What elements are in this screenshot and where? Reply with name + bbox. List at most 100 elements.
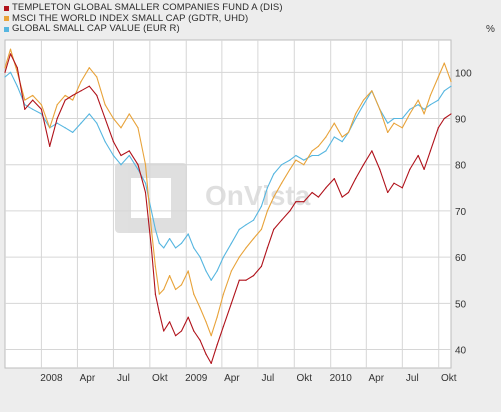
series-0-point-13 [104,117,106,120]
series-0-point-11 [88,85,90,87]
series-2-point-54 [387,122,389,124]
series-1-point-53 [379,108,381,110]
series-1-point-11 [88,67,90,69]
series-0-point-22 [163,330,165,332]
legend-swatch-msci [4,16,9,22]
series-1-point-43 [303,164,305,166]
series-0-point-27 [193,330,195,332]
series-0-point-29 [205,353,207,355]
y-tick-label-100: 100 [455,68,472,79]
series-1-point-51 [362,99,365,101]
series-1-point-27 [193,293,195,295]
series-0-point-4 [32,99,34,101]
series-2-point-20 [154,228,156,231]
series-1-point-35 [245,247,247,249]
x-tick-label-1: Apr [80,373,96,384]
series-0-point-56 [401,187,403,189]
legend-item-templeton[interactable]: TEMPLETON GLOBAL SMALLER COMPANIES FUND … [4,2,283,14]
series-0-point-18 [144,191,147,194]
series-line-0 [4,53,452,364]
series-1-point-55 [393,122,395,124]
series-2-point-57 [409,108,411,110]
series-0-point-33 [230,302,232,304]
series-2-point-39 [273,173,275,175]
x-tick-label-7: Okt [297,373,313,384]
series-2-point-46 [325,150,327,152]
series-2-point-41 [289,159,291,161]
series-2-point-31 [216,270,218,272]
x-tick-label-10: Jul [406,373,419,384]
y-tick-label-60: 60 [455,253,467,264]
series-1-point-49 [347,131,350,133]
series-2-point-37 [260,205,263,207]
legend-label-msci: MSCI THE WORLD INDEX SMALL CAP (GDTR, UH… [12,12,249,24]
series-1-point-48 [341,136,343,138]
watermark-logo-inner [131,178,171,218]
x-tick-label-8: 2010 [330,373,353,384]
series-2-point-12 [96,122,98,124]
series-2-point-50 [355,117,357,120]
legend-item-msci[interactable]: MSCI THE WORLD INDEX SMALL CAP (GDTR, UH… [4,12,283,25]
series-1-point-18 [144,164,147,166]
series-2-point-56 [401,117,403,120]
x-tick-label-9: Apr [369,373,385,384]
series-0-point-35 [245,279,247,281]
series-0-point-8 [64,99,66,101]
series-1-point-40 [281,182,283,184]
y-tick-label-70: 70 [455,207,467,218]
series-line-1 [4,48,452,337]
series-1-point-36 [252,238,255,240]
series-0-point-41 [289,210,291,212]
series-1-point-15 [120,127,122,129]
legend: TEMPLETON GLOBAL SMALLER COMPANIES FUND … [4,2,283,35]
series-0-point-15 [120,154,122,157]
series-2-point-13 [104,141,106,143]
series-2-point-11 [88,113,90,115]
series-1-point-29 [205,321,207,323]
series-0-point-62 [443,117,445,120]
series-2-point-40 [281,164,283,166]
series-0-point-36 [252,275,255,277]
series-0-point-48 [341,196,343,198]
series-0-point-40 [281,219,283,221]
series-1-point-13 [104,104,106,106]
y-axis-unit-label: % [486,24,495,35]
legend-item-global-small-cap[interactable]: GLOBAL SMALL CAP VALUE (EUR R) [4,23,283,35]
series-2-point-55 [393,117,395,120]
series-0-point-10 [80,90,82,92]
series-0-point-58 [417,154,419,157]
series-1-point-60 [429,94,432,97]
series-2-point-22 [163,247,165,249]
series-0-point-45 [317,196,320,198]
series-0-point-5 [40,108,43,110]
series-0-point-21 [158,311,160,314]
series-2-point-43 [303,159,305,161]
series-1-point-57 [409,113,411,115]
series-0-point-44 [311,191,313,194]
series-0-point-19 [150,247,153,249]
x-tick-label-4: 2009 [185,373,208,384]
series-1-point-23 [169,275,171,277]
series-2-point-35 [245,224,247,226]
series-1-point-52 [371,90,373,92]
series-0-point-52 [371,150,373,152]
x-tick-label-0: 2008 [40,373,63,384]
series-1-point-63 [450,80,452,83]
series-0-point-12 [96,94,98,97]
series-2-point-51 [362,104,365,106]
series-1-point-47 [333,122,335,124]
series-0-point-32 [222,325,225,328]
series-2-point-36 [252,219,255,221]
y-tick-label-80: 80 [455,161,467,172]
series-1-point-28 [199,307,201,309]
series-2-point-5 [40,113,43,115]
y-tick-label-40: 40 [455,346,467,357]
series-0-point-43 [303,201,305,203]
series-2-point-60 [429,104,432,106]
series-2-point-28 [199,256,201,258]
series-1-point-24 [174,288,177,291]
series-1-point-3 [24,99,26,101]
series-1-point-21 [158,293,160,295]
y-tick-label-50: 50 [455,299,467,310]
